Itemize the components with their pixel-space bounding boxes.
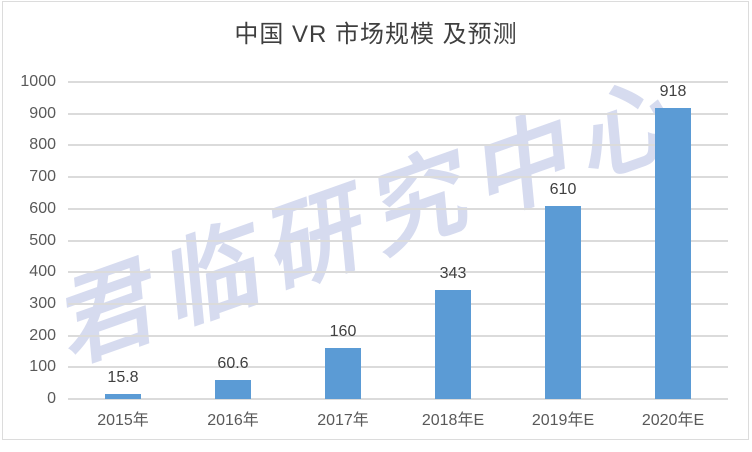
gridline bbox=[68, 271, 728, 274]
gridline bbox=[68, 239, 728, 242]
y-axis-tick-label: 500 bbox=[29, 231, 56, 249]
y-axis-tick-label: 1000 bbox=[20, 73, 56, 90]
x-axis-category-label: 2017年 bbox=[317, 412, 369, 429]
gridline bbox=[68, 302, 728, 305]
bar-value-label: 160 bbox=[329, 323, 357, 341]
bar-value-label: 610 bbox=[549, 180, 577, 198]
x-axis-category-label: 2019年E bbox=[531, 412, 595, 429]
gridline bbox=[68, 81, 728, 83]
gridline bbox=[68, 176, 728, 179]
bar bbox=[435, 290, 471, 399]
x-axis-category-label: 2020年E bbox=[641, 412, 705, 429]
y-axis-tick-label: 600 bbox=[29, 199, 56, 217]
bar-value-label: 918 bbox=[659, 82, 687, 100]
y-axis-tick-label: 900 bbox=[29, 104, 56, 122]
y-axis-tick-label: 400 bbox=[29, 263, 56, 281]
bar-value-label: 343 bbox=[439, 265, 467, 283]
y-axis-tick-label: 200 bbox=[29, 326, 56, 344]
bar bbox=[325, 348, 361, 399]
gridline bbox=[68, 207, 728, 210]
bar bbox=[545, 205, 581, 399]
x-axis-category-label: 2016年 bbox=[207, 412, 259, 429]
bar-value-label: 15.8 bbox=[107, 368, 139, 386]
bar-value-label: 60.6 bbox=[217, 354, 249, 372]
y-axis-tick-label: 800 bbox=[29, 136, 56, 154]
y-axis-tick-label: 0 bbox=[47, 390, 56, 407]
bar bbox=[215, 379, 251, 399]
gridline bbox=[68, 366, 728, 369]
gridline bbox=[68, 112, 728, 115]
gridline bbox=[68, 144, 728, 147]
y-axis-tick-label: 700 bbox=[29, 168, 56, 186]
x-axis-category-label: 2018年E bbox=[421, 412, 485, 429]
y-axis-tick-label: 100 bbox=[29, 358, 56, 376]
bar bbox=[655, 107, 691, 399]
chart-title: 中国 VR 市场规模 及预测 bbox=[234, 21, 518, 48]
gridline bbox=[68, 334, 728, 337]
gridline bbox=[68, 398, 728, 400]
bar bbox=[105, 393, 141, 399]
x-axis-category-label: 2015年 bbox=[97, 412, 149, 429]
y-axis-tick-label: 300 bbox=[29, 294, 56, 312]
